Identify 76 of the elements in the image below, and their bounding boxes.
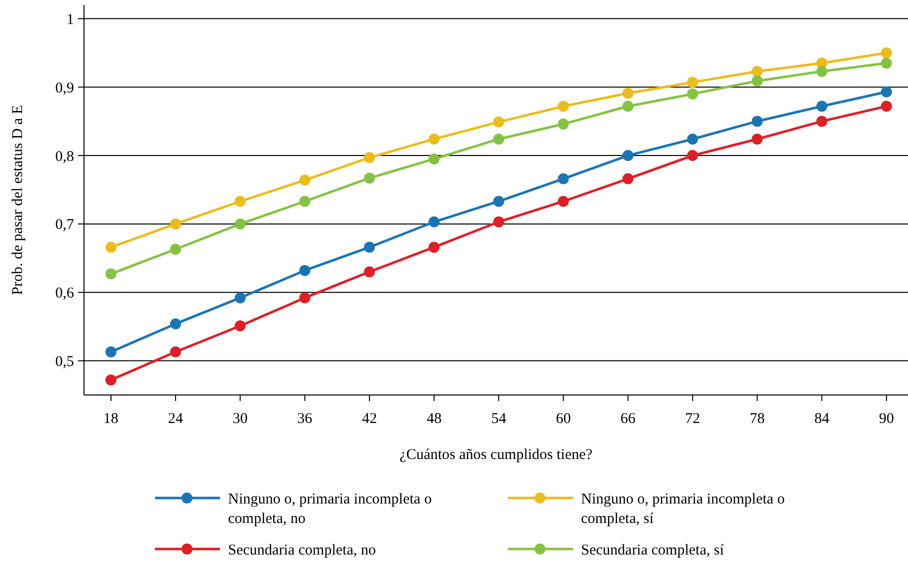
- point: [816, 116, 828, 127]
- x-tick-label: 54: [491, 411, 507, 427]
- x-tick-label: 48: [426, 411, 442, 427]
- y-tick-label: 0,9: [55, 80, 74, 96]
- y-tick-label: 0,5: [55, 354, 74, 370]
- point: [493, 116, 504, 128]
- point: [105, 374, 116, 386]
- point: [105, 346, 116, 358]
- y-tick-label: 0,8: [55, 148, 74, 165]
- point: [105, 242, 116, 253]
- point: [428, 153, 440, 164]
- point: [622, 150, 634, 162]
- point: [816, 100, 828, 112]
- point: [428, 134, 440, 145]
- point: [816, 66, 828, 77]
- point: [493, 216, 504, 228]
- point: [558, 196, 569, 207]
- y-axis-title: Prob. de pasar del estatus D a E: [10, 105, 26, 295]
- point: [170, 318, 182, 330]
- point: [299, 292, 310, 304]
- point: [687, 150, 698, 162]
- point: [622, 173, 634, 184]
- point: [234, 196, 246, 207]
- x-tick-label: 30: [232, 411, 248, 427]
- legend-label: Secundaria completa, sí: [581, 542, 725, 558]
- x-tick-label: 84: [814, 411, 830, 427]
- point: [752, 134, 763, 145]
- point: [687, 88, 698, 100]
- point: [364, 242, 375, 253]
- point: [170, 244, 182, 255]
- point: [880, 86, 892, 98]
- legend-label: Ninguno o, primaria incompleta o completa, no: [228, 491, 432, 527]
- point: [299, 264, 310, 276]
- point: [622, 88, 634, 99]
- point: [234, 218, 246, 230]
- point: [752, 75, 763, 86]
- point: [170, 346, 182, 358]
- point: [105, 268, 116, 280]
- point: [364, 266, 375, 278]
- x-tick-label: 78: [750, 411, 765, 427]
- point: [428, 216, 440, 228]
- point: [428, 242, 440, 253]
- point: [752, 66, 763, 77]
- x-tick-label: 90: [878, 411, 894, 427]
- point: [622, 100, 634, 112]
- point: [687, 76, 698, 88]
- point: [234, 292, 246, 304]
- point: [752, 116, 763, 127]
- y-tick-label: 0,6: [55, 286, 74, 302]
- point: [364, 152, 375, 164]
- point: [880, 47, 892, 58]
- point: [880, 100, 892, 112]
- y-tick-label: 0,7: [55, 217, 74, 234]
- point: [299, 196, 310, 207]
- y-tick-label: 1: [66, 12, 74, 28]
- point: [558, 100, 569, 112]
- x-tick-label: 36: [297, 411, 313, 427]
- point: [299, 174, 310, 186]
- point: [687, 134, 698, 145]
- legend-label: Ninguno o, primaria incompleta o completa, sí: [581, 491, 785, 527]
- x-tick-label: 72: [685, 411, 700, 427]
- point: [234, 320, 246, 332]
- x-tick-label: 24: [168, 411, 184, 427]
- point: [493, 196, 504, 207]
- x-tick-label: 42: [362, 411, 377, 427]
- x-tick-label: 66: [620, 411, 636, 427]
- point: [170, 218, 182, 230]
- legend-label: Secundaria completa, no: [228, 542, 376, 558]
- x-axis-title: ¿Cuántos años cumplidos tiene?: [400, 447, 593, 463]
- point: [558, 173, 569, 184]
- point: [880, 58, 892, 69]
- x-tick-label: 18: [103, 411, 118, 427]
- point: [364, 172, 375, 184]
- point: [558, 118, 569, 130]
- x-tick-label: 60: [556, 411, 571, 427]
- point: [493, 134, 504, 145]
